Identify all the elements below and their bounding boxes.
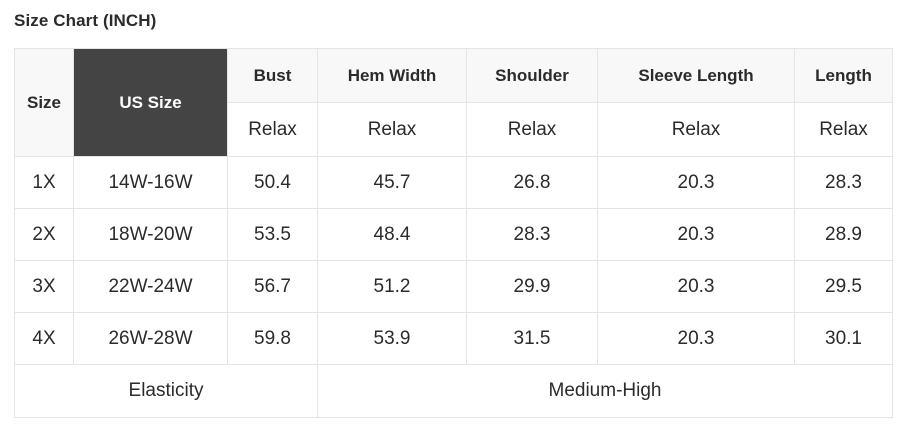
subheader-shoulder-fit: Relax — [466, 102, 598, 157]
cell-us-size: 22W-24W — [73, 260, 228, 313]
cell-us-size: 26W-28W — [73, 312, 228, 365]
cell-hem-width: 45.7 — [317, 156, 467, 209]
cell-bust: 53.5 — [227, 208, 318, 261]
cell-sleeve-length: 20.3 — [597, 312, 795, 365]
header-row-primary: Size US Size Bust Hem Width Shoulder Sle… — [14, 48, 893, 157]
column-header-size: Size — [14, 48, 74, 157]
cell-us-size: 18W-20W — [73, 208, 228, 261]
cell-size: 1X — [14, 156, 74, 209]
cell-shoulder: 28.3 — [466, 208, 598, 261]
cell-hem-width: 51.2 — [317, 260, 467, 313]
cell-us-size: 14W-16W — [73, 156, 228, 209]
column-header-length: Length — [794, 48, 893, 103]
elasticity-value: Medium-High — [317, 364, 893, 418]
column-header-sleeve-length: Sleeve Length — [597, 48, 795, 103]
subheader-bust-fit: Relax — [227, 102, 318, 157]
table-body: 1X 14W-16W 50.4 45.7 26.8 20.3 28.3 2X 1… — [14, 156, 893, 418]
cell-shoulder: 29.9 — [466, 260, 598, 313]
cell-length: 28.3 — [794, 156, 893, 209]
cell-length: 30.1 — [794, 312, 893, 365]
cell-sleeve-length: 20.3 — [597, 208, 795, 261]
size-chart-table-wrapper: Size US Size Bust Hem Width Shoulder Sle… — [14, 48, 893, 418]
cell-size: 2X — [14, 208, 74, 261]
cell-hem-width: 48.4 — [317, 208, 467, 261]
elasticity-label: Elasticity — [14, 364, 318, 418]
cell-bust: 56.7 — [227, 260, 318, 313]
cell-length: 29.5 — [794, 260, 893, 313]
cell-hem-width: 53.9 — [317, 312, 467, 365]
cell-sleeve-length: 20.3 — [597, 260, 795, 313]
table-row: 2X 18W-20W 53.5 48.4 28.3 20.3 28.9 — [14, 208, 893, 261]
subheader-hem-width-fit: Relax — [317, 102, 467, 157]
table-head: Size US Size Bust Hem Width Shoulder Sle… — [14, 48, 893, 157]
cell-bust: 50.4 — [227, 156, 318, 209]
cell-bust: 59.8 — [227, 312, 318, 365]
subheader-length-fit: Relax — [794, 102, 893, 157]
table-row: 1X 14W-16W 50.4 45.7 26.8 20.3 28.3 — [14, 156, 893, 209]
column-header-shoulder: Shoulder — [466, 48, 598, 103]
elasticity-row: Elasticity Medium-High — [14, 364, 893, 418]
cell-size: 4X — [14, 312, 74, 365]
header-row-secondary: Relax Relax Relax Relax Relax — [15, 102, 893, 157]
page-title: Size Chart (INCH) — [14, 11, 157, 30]
cell-size: 3X — [14, 260, 74, 313]
column-header-us-size: US Size — [73, 48, 228, 157]
size-chart-table: Size US Size Bust Hem Width Shoulder Sle… — [14, 48, 893, 418]
table-row: 4X 26W-28W 59.8 53.9 31.5 20.3 30.1 — [14, 312, 893, 365]
cell-shoulder: 26.8 — [466, 156, 598, 209]
cell-sleeve-length: 20.3 — [597, 156, 795, 209]
subheader-sleeve-length-fit: Relax — [597, 102, 795, 157]
table-row: 3X 22W-24W 56.7 51.2 29.9 20.3 29.5 — [14, 260, 893, 313]
cell-shoulder: 31.5 — [466, 312, 598, 365]
cell-length: 28.9 — [794, 208, 893, 261]
column-header-hem-width: Hem Width — [317, 48, 467, 103]
column-header-bust: Bust — [227, 48, 318, 103]
